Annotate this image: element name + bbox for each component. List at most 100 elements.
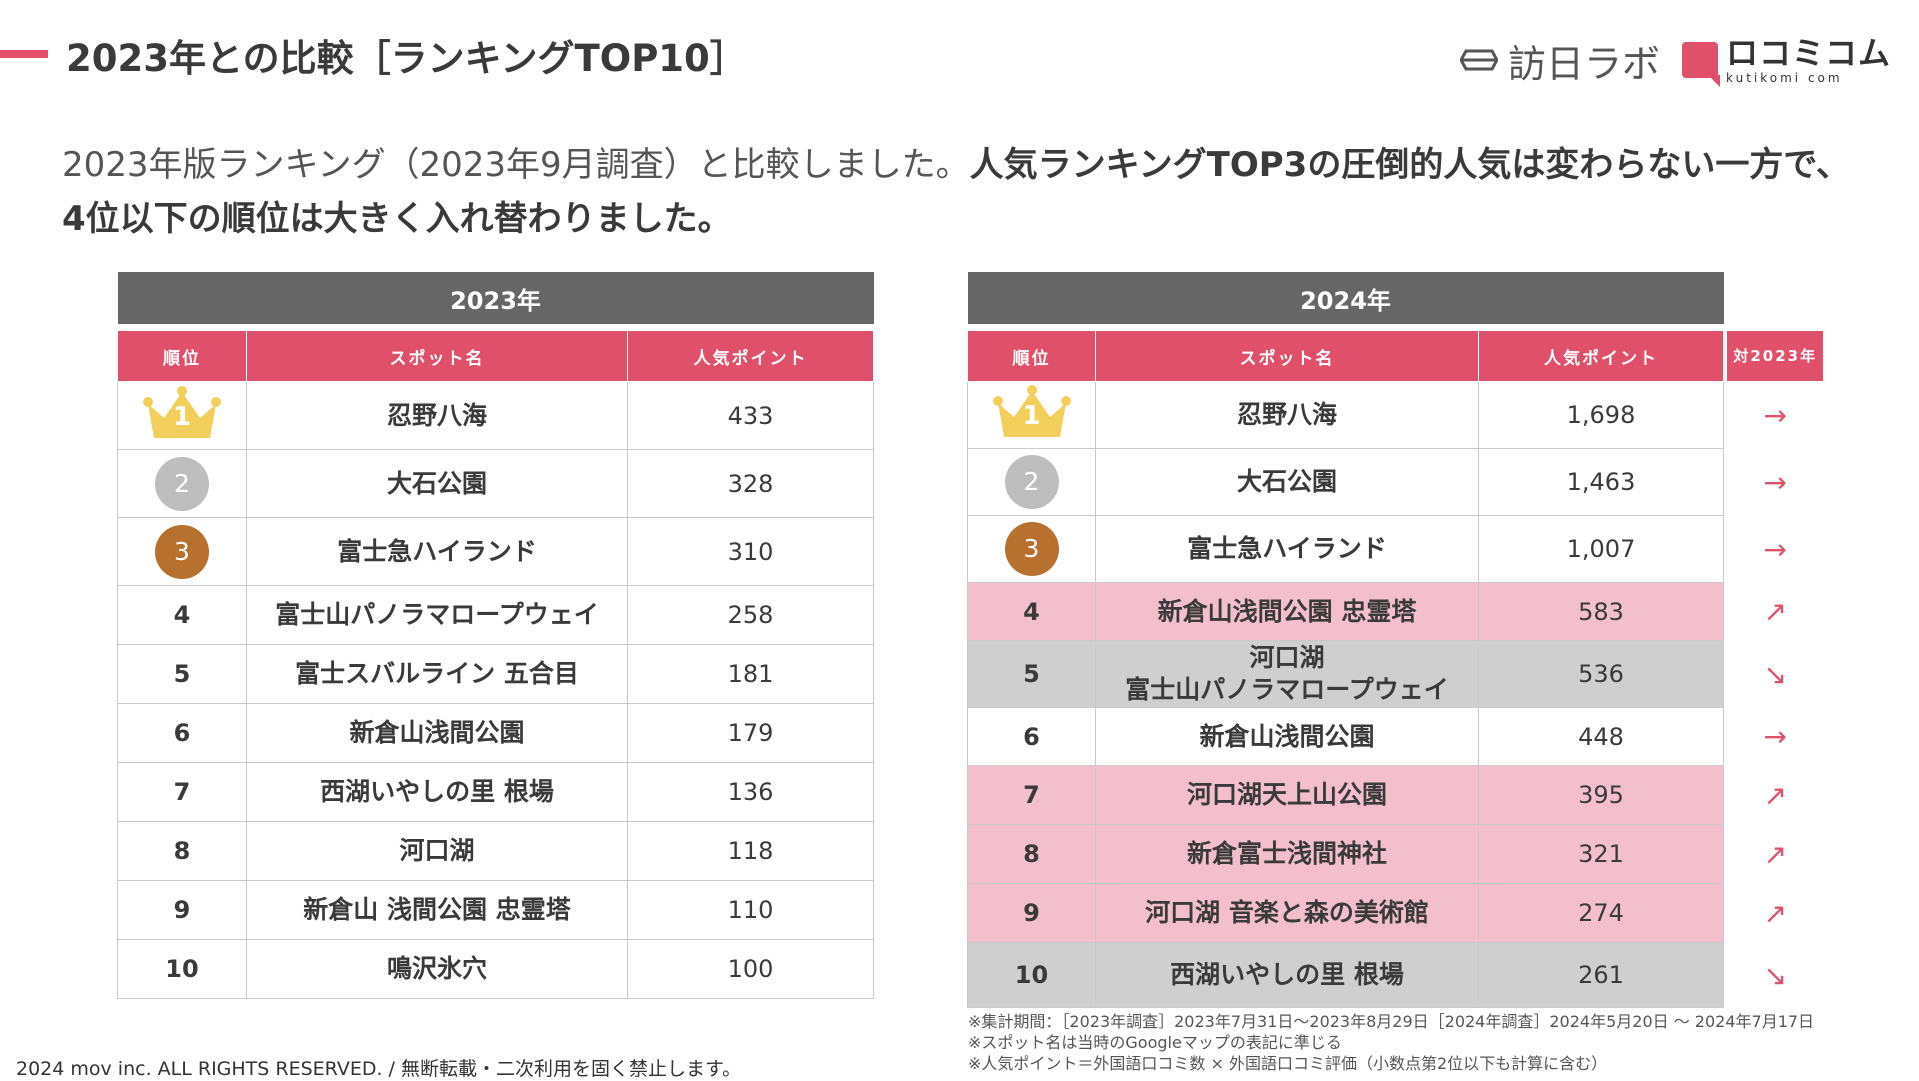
houjin-lab-logo: 訪日ラボ [1460,33,1660,88]
rank-number: 4 [117,585,247,645]
table-row: 10 西湖いやしの里 根場 261 ↘ [967,942,1827,1008]
popularity-points: 258 [627,585,874,645]
spot-name: 河口湖 音楽と森の美術館 [1095,883,1479,943]
rank-number: 7 [117,762,247,822]
rank-number: 10 [117,939,247,999]
trend-down-icon: ↘ [1723,942,1827,1008]
spot-name: 富士山パノラマロープウェイ [246,585,628,645]
rank-number: 5 [117,644,247,704]
table-row: 3 富士急ハイランド 310 [117,517,874,586]
silver-medal-icon: 2 [155,456,209,511]
note-period: ※集計期間：［2023年調査］2023年7月31日〜2023年8月29日［202… [968,1012,1815,1031]
table-row: 2 大石公園 328 [117,449,874,518]
lead-text: 2023年版ランキング（2023年9月調査）と比較しました。人気ランキングTOP… [62,138,1872,246]
popularity-points: 328 [627,449,874,518]
kutikomi-logo: ロコミコム kutikomi com [1682,33,1892,87]
logo-area: 訪日ラボ ロコミコム kutikomi com [1460,30,1891,90]
column-header-points: 人気ポイント [627,330,874,382]
rank-number: 7 [967,765,1096,825]
spot-name: 富士スバルライン 五合目 [246,644,628,704]
trend-up-icon: ↗ [1723,883,1827,943]
rank-number: 10 [967,942,1096,1008]
spot-name: 新倉山浅間公園 忠霊塔 [1095,582,1479,641]
column-header-vs-2023: 対2023年 [1727,331,1824,381]
column-header-points: 人気ポイント [1478,330,1724,382]
table-row: 10 鳴沢氷穴 100 [117,939,874,999]
spot-name: 大石公園 [246,449,628,518]
table-row: 5 富士スバルライン 五合目 181 [117,644,874,704]
popularity-points: 1,463 [1478,448,1724,516]
trend-up-icon: ↗ [1723,582,1827,641]
table-row: 5 河口湖 富士山パノラマロープウェイ 536 ↘ [967,640,1827,708]
rank-number: 8 [967,824,1096,884]
trend-same-icon: → [1723,515,1827,583]
page-title: 2023年との比較［ランキングTOP10］ [66,37,747,80]
column-header-spot: スポット名 [1095,330,1479,382]
popularity-points: 110 [627,880,874,940]
houjin-lab-text: 訪日ラボ [1508,41,1661,86]
table-row: 1 忍野八海 1,698 → [967,381,1827,449]
table-row: 4 富士山パノラマロープウェイ 258 [117,585,874,645]
trend-up-icon: ↗ [1723,824,1827,884]
spot-name: 新倉富士浅間神社 [1095,824,1479,884]
note-points-formula: ※人気ポイント＝外国語口コミ数 × 外国語口コミ評価（小数点第2位以下も計算に含… [968,1054,1608,1073]
column-header-rank: 順位 [967,330,1096,382]
spot-name: 新倉山浅間公園 [246,703,628,763]
table-row: 8 河口湖 118 [117,821,874,881]
spot-name: 新倉山 浅間公園 忠霊塔 [246,880,628,940]
table-row: 6 新倉山浅間公園 179 [117,703,874,763]
popularity-points: 321 [1478,824,1724,884]
column-header-rank: 順位 [117,330,247,382]
popularity-points: 1,007 [1478,515,1724,583]
spot-name: 富士急ハイランド [246,517,628,586]
table-row: 7 西湖いやしの里 根場 136 [117,762,874,822]
popularity-points: 395 [1478,765,1724,825]
gold-crown-icon: 1 [990,385,1074,439]
popularity-points: 310 [627,517,874,586]
spot-name: 大石公園 [1095,448,1479,516]
spot-name: 新倉山浅間公園 [1095,707,1479,766]
trend-down-icon: ↘ [1723,640,1827,708]
table-row: 3 富士急ハイランド 1,007 → [967,515,1827,583]
trend-same-icon: → [1723,707,1827,766]
kutikomi-name: ロコミコム [1726,33,1892,72]
trend-same-icon: → [1723,448,1827,516]
lead-bold: 人気ランキングTOP3の圧倒的人気は変わらない一方で、4位以下の順位は大きく入れ… [62,145,1850,239]
rank-number: 1 [172,401,192,432]
bronze-medal-icon: 3 [1004,522,1059,576]
popularity-points: 274 [1478,883,1724,943]
rank-number: 9 [117,880,247,940]
rank-number: 4 [967,582,1096,641]
spot-name: 河口湖 [246,821,628,881]
rank-number: 8 [117,821,247,881]
rank-number: 1 [1022,401,1041,431]
copyright-footer: 2024 mov inc. ALL RIGHTS RESERVED. / 無断転… [16,1058,742,1080]
title-accent-bar [0,50,48,58]
table-row: 1 忍野八海 433 [117,381,874,450]
table-row: 4 新倉山浅間公園 忠霊塔 583 ↗ [967,582,1827,641]
gold-crown-icon: 1 [140,385,224,440]
rank-number: 6 [967,707,1096,766]
spot-name: 河口湖天上山公園 [1095,765,1479,825]
popularity-points: 1,698 [1478,381,1724,449]
popularity-points: 583 [1478,582,1724,641]
year-header-2023: 2023年 [117,272,874,324]
ranking-table-2023: 2023年 順位 スポット名 人気ポイント 1 忍野八海 433 2 大石公園 328 3 富… [117,272,874,999]
table-row: 7 河口湖天上山公園 395 ↗ [967,765,1827,825]
spot-name: 富士急ハイランド [1095,515,1479,583]
trend-up-icon: ↗ [1723,765,1827,825]
spot-name: 河口湖 富士山パノラマロープウェイ [1095,640,1479,708]
table-row: 9 新倉山 浅間公園 忠霊塔 110 [117,880,874,940]
ranking-table-2024: 2024年 順位 スポット名 人気ポイント 対2023年 1 忍野八海 1,698 →… [967,272,1827,1008]
popularity-points: 118 [627,821,874,881]
table-row: 9 河口湖 音楽と森の美術館 274 ↗ [967,883,1827,943]
spot-name: 忍野八海 [246,381,628,450]
note-spot-names: ※スポット名は当時のGoogleマップの表記に準じる [968,1033,1342,1052]
popularity-points: 100 [627,939,874,999]
popularity-points: 179 [627,703,874,763]
popularity-points: 261 [1478,942,1724,1008]
table-row: 2 大石公園 1,463 → [967,448,1827,516]
popularity-points: 448 [1478,707,1724,766]
rank-number: 5 [967,640,1096,708]
spot-name: 西湖いやしの里 根場 [1095,942,1479,1008]
